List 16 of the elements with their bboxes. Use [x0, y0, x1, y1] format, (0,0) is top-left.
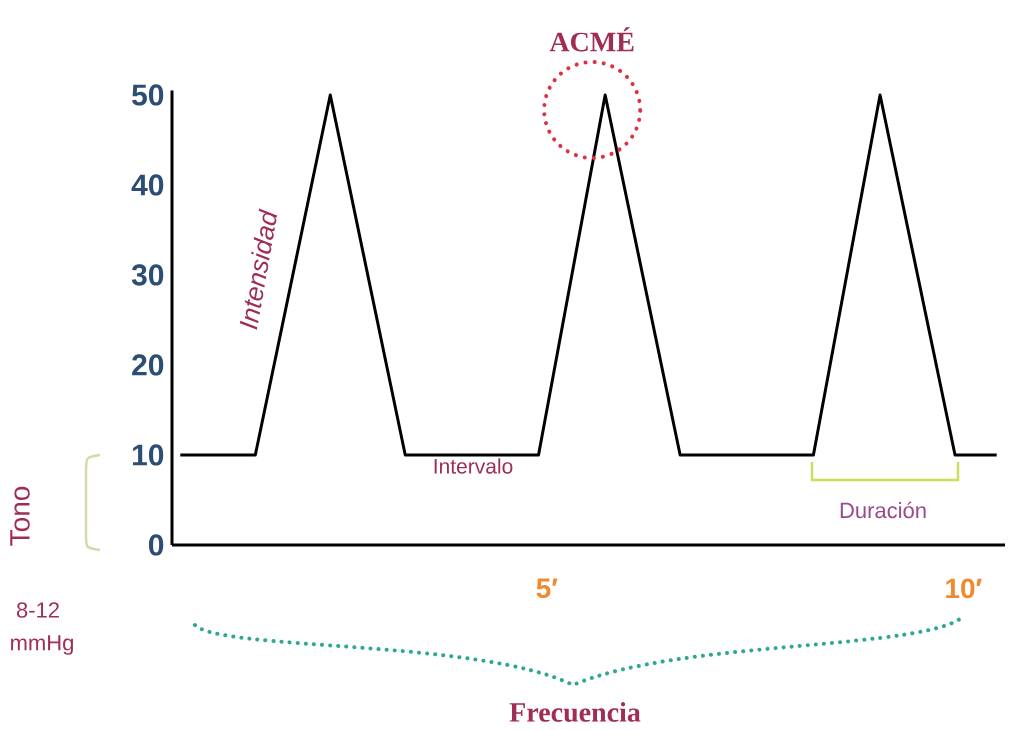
text: mmHg	[11, 635, 73, 655]
annotation: Intervalo	[434, 458, 513, 474]
text: Tono	[10, 486, 30, 546]
text: Frecuencia	[509, 702, 641, 722]
x-tick-label: 5′	[536, 578, 558, 599]
y-tick-label: 20	[132, 354, 164, 376]
x-tick-label: 10′	[946, 578, 982, 599]
annotation: ACMÉ	[549, 27, 634, 52]
y-tick-label: 40	[131, 174, 164, 196]
text: 8-12	[16, 602, 59, 618]
y-tick-label: 50	[132, 84, 164, 106]
y-tick-label: 10	[132, 444, 164, 466]
annotation: Duración	[840, 501, 926, 519]
y-tick-label: 30	[131, 264, 164, 286]
annotation: Intensidad	[239, 208, 278, 330]
y-tick-label: 0	[148, 534, 164, 556]
